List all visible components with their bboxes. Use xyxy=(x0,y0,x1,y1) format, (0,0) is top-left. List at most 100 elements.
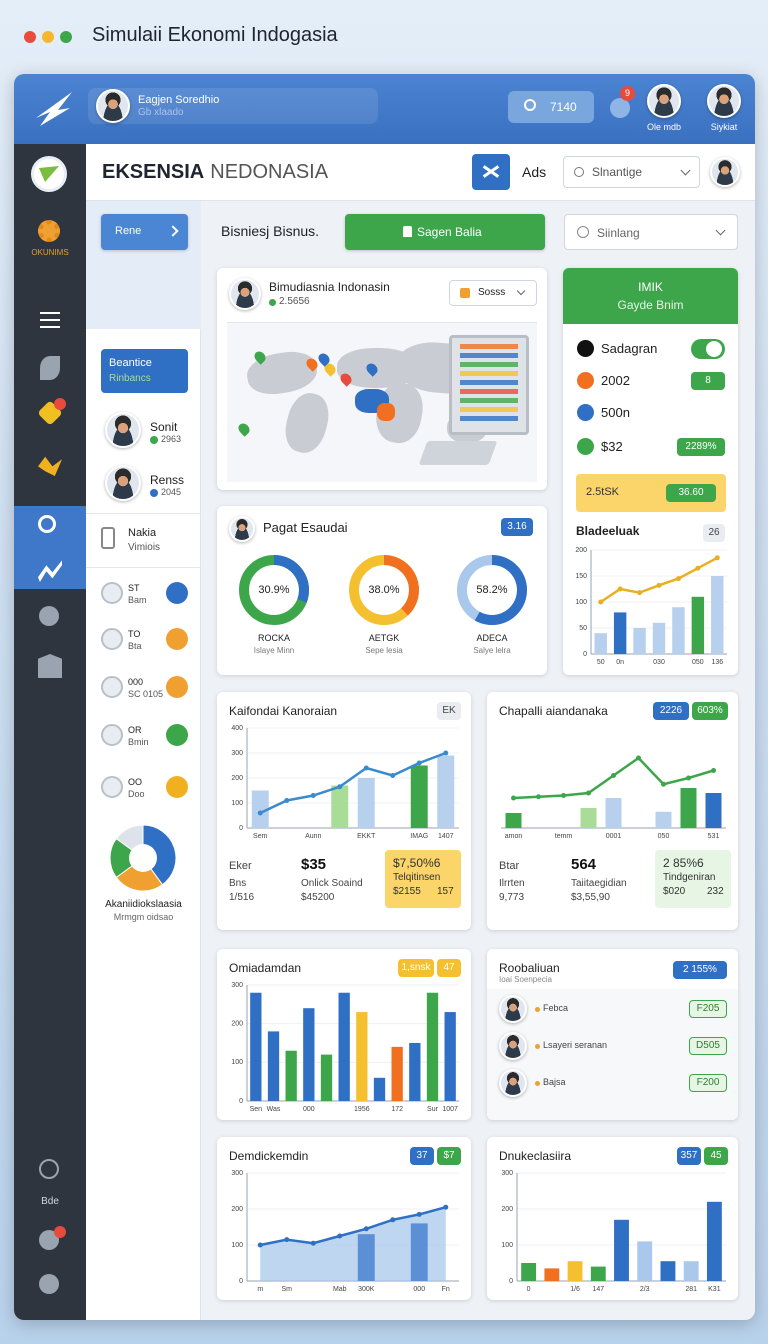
bar xyxy=(505,813,522,828)
sidebar-logo-label: OKUNIMS xyxy=(31,248,69,257)
stat-highlight-text: $7,50%6 xyxy=(393,856,441,870)
x-tick-label: 2/3 xyxy=(640,1286,650,1293)
bar xyxy=(660,1261,676,1281)
avatar xyxy=(710,157,740,187)
dropdown-arrow xyxy=(516,286,526,296)
nav-icon[interactable] xyxy=(38,456,62,476)
user-name: Eagjen Soredhio xyxy=(138,94,220,106)
x-tick-label: 0n xyxy=(616,659,624,666)
list-card-title: Roobaliuan xyxy=(499,961,560,975)
settings-icon[interactable] xyxy=(38,220,60,242)
search-button[interactable]: 7140 xyxy=(508,91,594,123)
nav-icon[interactable] xyxy=(38,654,62,678)
x-tick-label: Aunn xyxy=(305,833,321,840)
header-button[interactable] xyxy=(472,154,510,190)
line-point xyxy=(363,1226,369,1232)
y-tick-label: 100 xyxy=(231,800,243,807)
chart-badge: 357 xyxy=(677,1147,701,1165)
line-point xyxy=(611,773,616,778)
toolbar-select[interactable]: Siinlang xyxy=(564,214,738,250)
separator xyxy=(86,567,201,568)
nav-search-icon[interactable] xyxy=(38,515,56,533)
nav-help-icon[interactable] xyxy=(39,1274,59,1294)
x-tick-label: Sur xyxy=(427,1106,439,1113)
y-tick-label: 200 xyxy=(231,1021,243,1028)
line-point xyxy=(443,750,449,756)
line-point xyxy=(695,565,701,571)
y-tick-label: 100 xyxy=(231,1242,243,1249)
y-tick-label: 50 xyxy=(579,625,587,632)
list-badge[interactable] xyxy=(166,628,188,650)
stat-text: 1/516 xyxy=(229,892,255,903)
x-tick-label: 050 xyxy=(692,659,704,666)
left-panel-active[interactable]: Beantice Rinbancs xyxy=(101,349,188,393)
bar xyxy=(605,798,622,828)
line-point xyxy=(443,1204,449,1210)
chart-title: Dnukeclasiira xyxy=(499,1149,572,1163)
map-pin xyxy=(236,421,252,437)
status-title: IMIK xyxy=(638,280,663,294)
x-tick-label: K31 xyxy=(708,1286,721,1293)
nav-icon[interactable] xyxy=(39,606,59,626)
x-tick-label: 1/6 xyxy=(570,1286,580,1293)
list-badge[interactable] xyxy=(166,582,188,604)
chart-card: Kaifondai Kanoraian EK 0 100 200 300 400 Sem Aun… xyxy=(217,692,471,930)
line-point xyxy=(337,784,343,790)
map-button[interactable]: Sosss xyxy=(449,280,537,306)
line-point xyxy=(536,794,541,800)
notification-badge: 9 xyxy=(620,86,635,101)
bar xyxy=(410,1223,428,1281)
stat-highlight: $7,50%6 Telqitinsen $2155 157 xyxy=(385,850,461,908)
stat-highlight: 2 85%6 Tindgeniran $020 232 xyxy=(655,850,731,908)
nav-clock-icon[interactable] xyxy=(39,1159,59,1179)
bar xyxy=(567,1261,583,1281)
menu-line xyxy=(40,312,60,314)
bar xyxy=(391,1046,403,1101)
person-dot xyxy=(150,489,158,497)
pie-sub: Mrmgm oidsao xyxy=(113,912,174,922)
x-tick-label: Was xyxy=(267,1106,281,1113)
bar xyxy=(683,1261,699,1281)
nav-badge xyxy=(54,1226,66,1238)
pie-hole xyxy=(129,844,157,872)
list-dot xyxy=(535,1044,540,1049)
ads-link: Ads xyxy=(522,164,547,180)
list-title: ST xyxy=(128,583,140,593)
avatar xyxy=(229,278,261,310)
x-tick-label: 1956 xyxy=(354,1106,370,1113)
donut-label: 38.0% xyxy=(368,584,399,596)
header: EKSENSIA NEDONASIA Ads Slnantige xyxy=(86,144,755,201)
avatar xyxy=(105,465,141,501)
monitor-row xyxy=(460,353,518,358)
donut-label: 30.9% xyxy=(258,584,289,596)
stat-text: Bns xyxy=(229,878,247,889)
donut-sub: Islaye Minn xyxy=(253,646,295,655)
bar xyxy=(614,1219,629,1281)
list-badge[interactable] xyxy=(166,776,188,798)
chart: 0 100 200 300 Sen Was 000 1956 172 Sur 1007 xyxy=(231,982,459,1113)
list-icon xyxy=(101,628,123,650)
chart-badge: 26 xyxy=(703,524,725,542)
map-title: Bimudiasnia Indonasin xyxy=(269,280,390,294)
toolbar-button[interactable]: Sagen Balia xyxy=(345,214,545,250)
window-dot xyxy=(24,31,36,43)
chart-badge: 47 xyxy=(437,959,461,977)
y-tick-label: 0 xyxy=(509,1278,513,1285)
bar xyxy=(409,1043,421,1101)
toggle[interactable] xyxy=(691,339,725,359)
list-badge[interactable] xyxy=(166,724,188,746)
list-badge[interactable] xyxy=(166,676,188,698)
list-icon xyxy=(101,582,123,604)
header-search[interactable]: Slnantige xyxy=(563,156,700,188)
nav-icon[interactable] xyxy=(40,356,60,380)
dropdown-arrow xyxy=(680,165,691,176)
donut-title: Pagat Esaudai xyxy=(263,520,348,535)
pie-slice xyxy=(142,824,177,886)
button-arrow xyxy=(167,225,179,237)
monitor-row xyxy=(460,407,518,412)
left-panel-button[interactable]: Rene xyxy=(101,214,188,250)
notification-icon[interactable] xyxy=(610,98,630,118)
user-sub: Gb xlaado xyxy=(138,107,184,118)
avatar xyxy=(499,995,527,1023)
